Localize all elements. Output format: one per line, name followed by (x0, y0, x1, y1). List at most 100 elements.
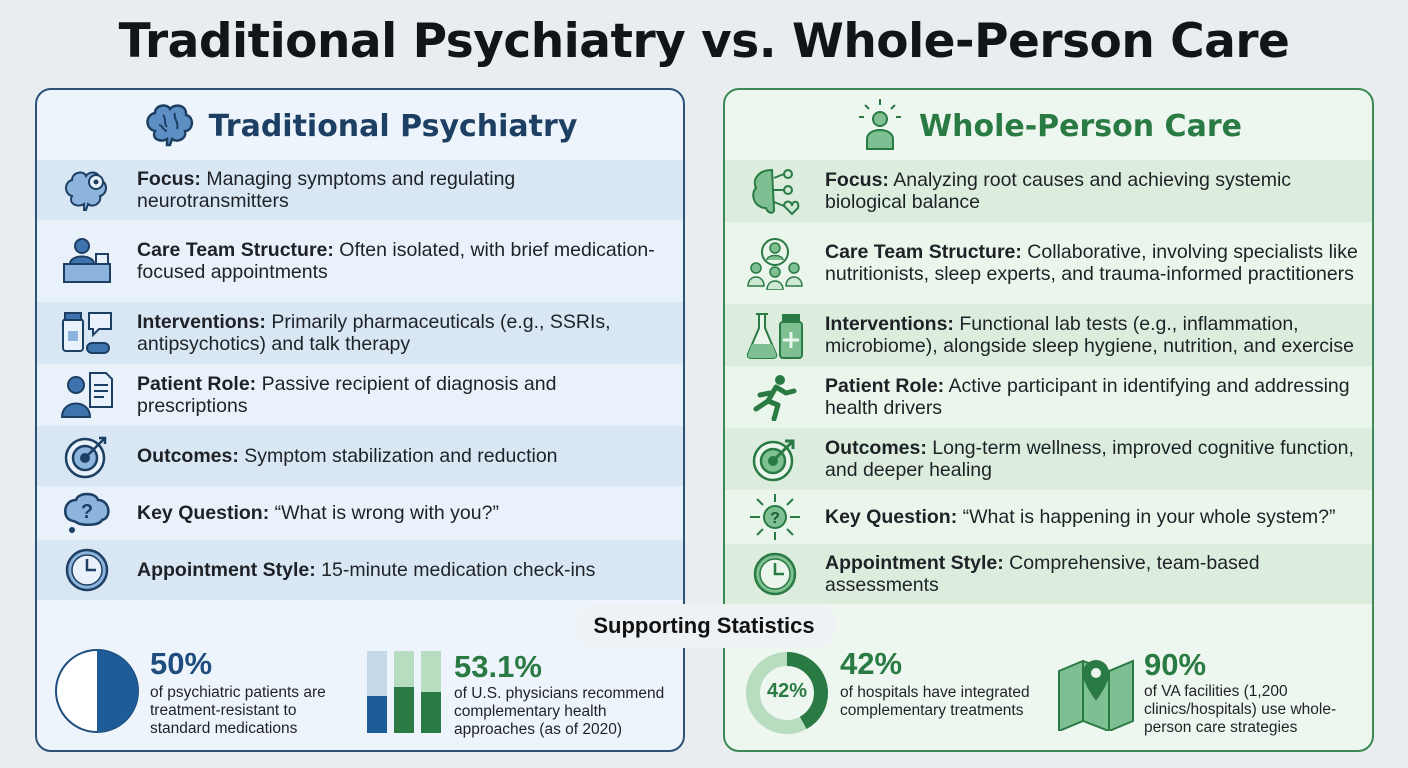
row-text: Interventions: Functional lab tests (e.g… (825, 313, 1372, 357)
lab-flask-icon (725, 310, 825, 360)
row-description: Passive recipient of diagnosis and presc… (137, 373, 557, 417)
running-person-icon (725, 373, 825, 421)
row-text: Care Team Structure: Often isolated, wit… (137, 239, 683, 283)
row-description: 15-minute medication check-ins (315, 559, 596, 581)
row-label: Outcomes: (825, 437, 927, 459)
row-care-team: Care Team Structure: Often isolated, wit… (37, 220, 683, 302)
map-pin-icon (1058, 659, 1134, 731)
row-text: Appointment Style: Comprehensive, team-b… (825, 552, 1372, 596)
row-label: Outcomes: (137, 445, 239, 467)
stat-description: of psychiatric patients are treatment-re… (150, 684, 326, 737)
row-patient-role: Patient Role: Passive recipient of diagn… (37, 364, 683, 426)
row-description: Collaborative, involving specialists lik… (825, 241, 1358, 285)
row-text: Key Question: “What is wrong with you?” (137, 502, 511, 524)
svg-text:?: ? (770, 510, 780, 527)
row-label: Patient Role: (137, 373, 257, 395)
row-patient-role: Patient Role: Active participant in iden… (725, 366, 1372, 428)
row-key-question: ? Key Question: “What is happening in yo… (725, 490, 1372, 544)
doctor-desk-icon (37, 236, 137, 286)
row-text: Appointment Style: 15-minute medication … (137, 559, 607, 581)
row-description: Managing symptoms and regulating neurotr… (137, 168, 516, 212)
row-text: Patient Role: Active participant in iden… (825, 375, 1372, 419)
person-glow-icon (855, 97, 905, 156)
traditional-psychiatry-panel: Traditional Psychiatry Focus: Managing s… (35, 88, 685, 752)
row-label: Focus: (825, 169, 889, 191)
row-label: Interventions: (825, 313, 954, 335)
row-interventions: Interventions: Primarily pharmaceuticals… (37, 302, 683, 364)
pills-speech-icon (37, 309, 137, 357)
row-description: Functional lab tests (e.g., inflammation… (825, 313, 1354, 357)
comparison-list: Focus: Analyzing root causes and achievi… (725, 160, 1372, 604)
brain-gear-icon (37, 168, 137, 212)
row-appointment-style: Appointment Style: 15-minute medication … (37, 540, 683, 600)
stat-description: of hospitals have integrated complementa… (840, 684, 1030, 719)
page-title: Traditional Psychiatry vs. Whole-Person … (118, 14, 1290, 69)
stat-hospitals-integrated: 42% 42% of hospitals have integrated com… (744, 646, 1040, 736)
panel-header: Whole-Person Care (725, 90, 1372, 162)
row-label: Focus: (137, 168, 201, 190)
row-text: Patient Role: Passive recipient of diagn… (137, 373, 683, 417)
row-description: Active participant in identifying and ad… (825, 375, 1350, 419)
row-description: Primarily pharmaceuticals (e.g., SSRIs, … (137, 311, 611, 355)
svg-text:?: ? (81, 501, 93, 523)
row-label: Appointment Style: (137, 559, 316, 581)
row-outcomes: Outcomes: Long-term wellness, improved c… (725, 428, 1372, 490)
stat-value: 42% (840, 646, 903, 681)
row-description: Analyzing root causes and achieving syst… (825, 169, 1292, 213)
row-outcomes: Outcomes: Symptom stabilization and redu… (37, 426, 683, 486)
panel-title: Whole-Person Care (919, 108, 1242, 144)
row-description: Comprehensive, team-based assessments (825, 552, 1260, 596)
target-arrow-icon (725, 435, 825, 483)
row-appointment-style: Appointment Style: Comprehensive, team-b… (725, 544, 1372, 604)
row-text: Key Question: “What is happening in your… (825, 506, 1347, 528)
stat-physicians-recommend: 53.1% of U.S. physicians recommend compl… (367, 651, 684, 739)
stat-va-facilities: 90% of VA facilities (1,200 clinics/hosp… (1057, 649, 1364, 737)
question-arrows-icon: ? (725, 492, 825, 542)
pie-chart-icon (55, 649, 139, 733)
row-description: Often isolated, with brief medication-fo… (137, 239, 655, 283)
row-label: Care Team Structure: (825, 241, 1022, 263)
row-description: “What is happening in your whole system?… (957, 506, 1336, 528)
stat-treatment-resistant: 50% of psychiatric patients are treatmen… (54, 648, 350, 738)
row-interventions: Interventions: Functional lab tests (e.g… (725, 304, 1372, 366)
donut-label: 42% (766, 680, 808, 702)
row-key-question: ? Key Question: “What is wrong with you?… (37, 486, 683, 540)
stat-value: 50% (150, 646, 213, 681)
clock-icon (37, 547, 137, 593)
bar-chart-icon (367, 651, 441, 733)
row-description: Long-term wellness, improved cognitive f… (825, 437, 1354, 481)
panel-title: Traditional Psychiatry (208, 108, 578, 144)
question-bubble-icon: ? (37, 490, 137, 536)
target-icon (37, 432, 137, 480)
row-label: Key Question: (137, 502, 270, 524)
row-label: Interventions: (137, 311, 266, 333)
row-text: Care Team Structure: Collaborative, invo… (825, 241, 1372, 285)
brain-icon (143, 101, 195, 152)
patient-document-icon (37, 371, 137, 419)
row-care-team: Care Team Structure: Collaborative, invo… (725, 222, 1372, 304)
comparison-list: Focus: Managing symptoms and regulating … (37, 160, 683, 600)
row-label: Appointment Style: (825, 552, 1004, 574)
row-text: Focus: Managing symptoms and regulating … (137, 168, 683, 212)
stat-description: of U.S. physicians recommend complementa… (454, 685, 665, 738)
donut-arc (746, 652, 828, 734)
row-focus: Focus: Analyzing root causes and achievi… (725, 160, 1372, 222)
row-text: Focus: Analyzing root causes and achievi… (825, 169, 1372, 213)
team-icon (725, 236, 825, 290)
row-text: Outcomes: Long-term wellness, improved c… (825, 437, 1372, 481)
panel-header: Traditional Psychiatry (37, 90, 683, 162)
row-text: Outcomes: Symptom stabilization and redu… (137, 445, 570, 467)
stats-title-background (574, 604, 836, 648)
row-description: Symptom stabilization and reduction (238, 445, 558, 467)
row-label: Patient Role: (825, 375, 945, 397)
whole-person-care-panel: Whole-Person Care Focus: Analyzing root … (723, 88, 1374, 752)
pie-slice (97, 650, 138, 732)
row-description: “What is wrong with you?” (269, 502, 499, 524)
row-label: Key Question: (825, 506, 958, 528)
stats-title: Supporting Statistics (593, 613, 815, 638)
brain-network-icon (725, 166, 825, 216)
stat-description: of VA facilities (1,200 clinics/hospital… (1144, 683, 1337, 736)
clock-icon (725, 551, 825, 597)
row-text: Interventions: Primarily pharmaceuticals… (137, 311, 683, 355)
donut-chart-icon: 42% (744, 650, 830, 736)
